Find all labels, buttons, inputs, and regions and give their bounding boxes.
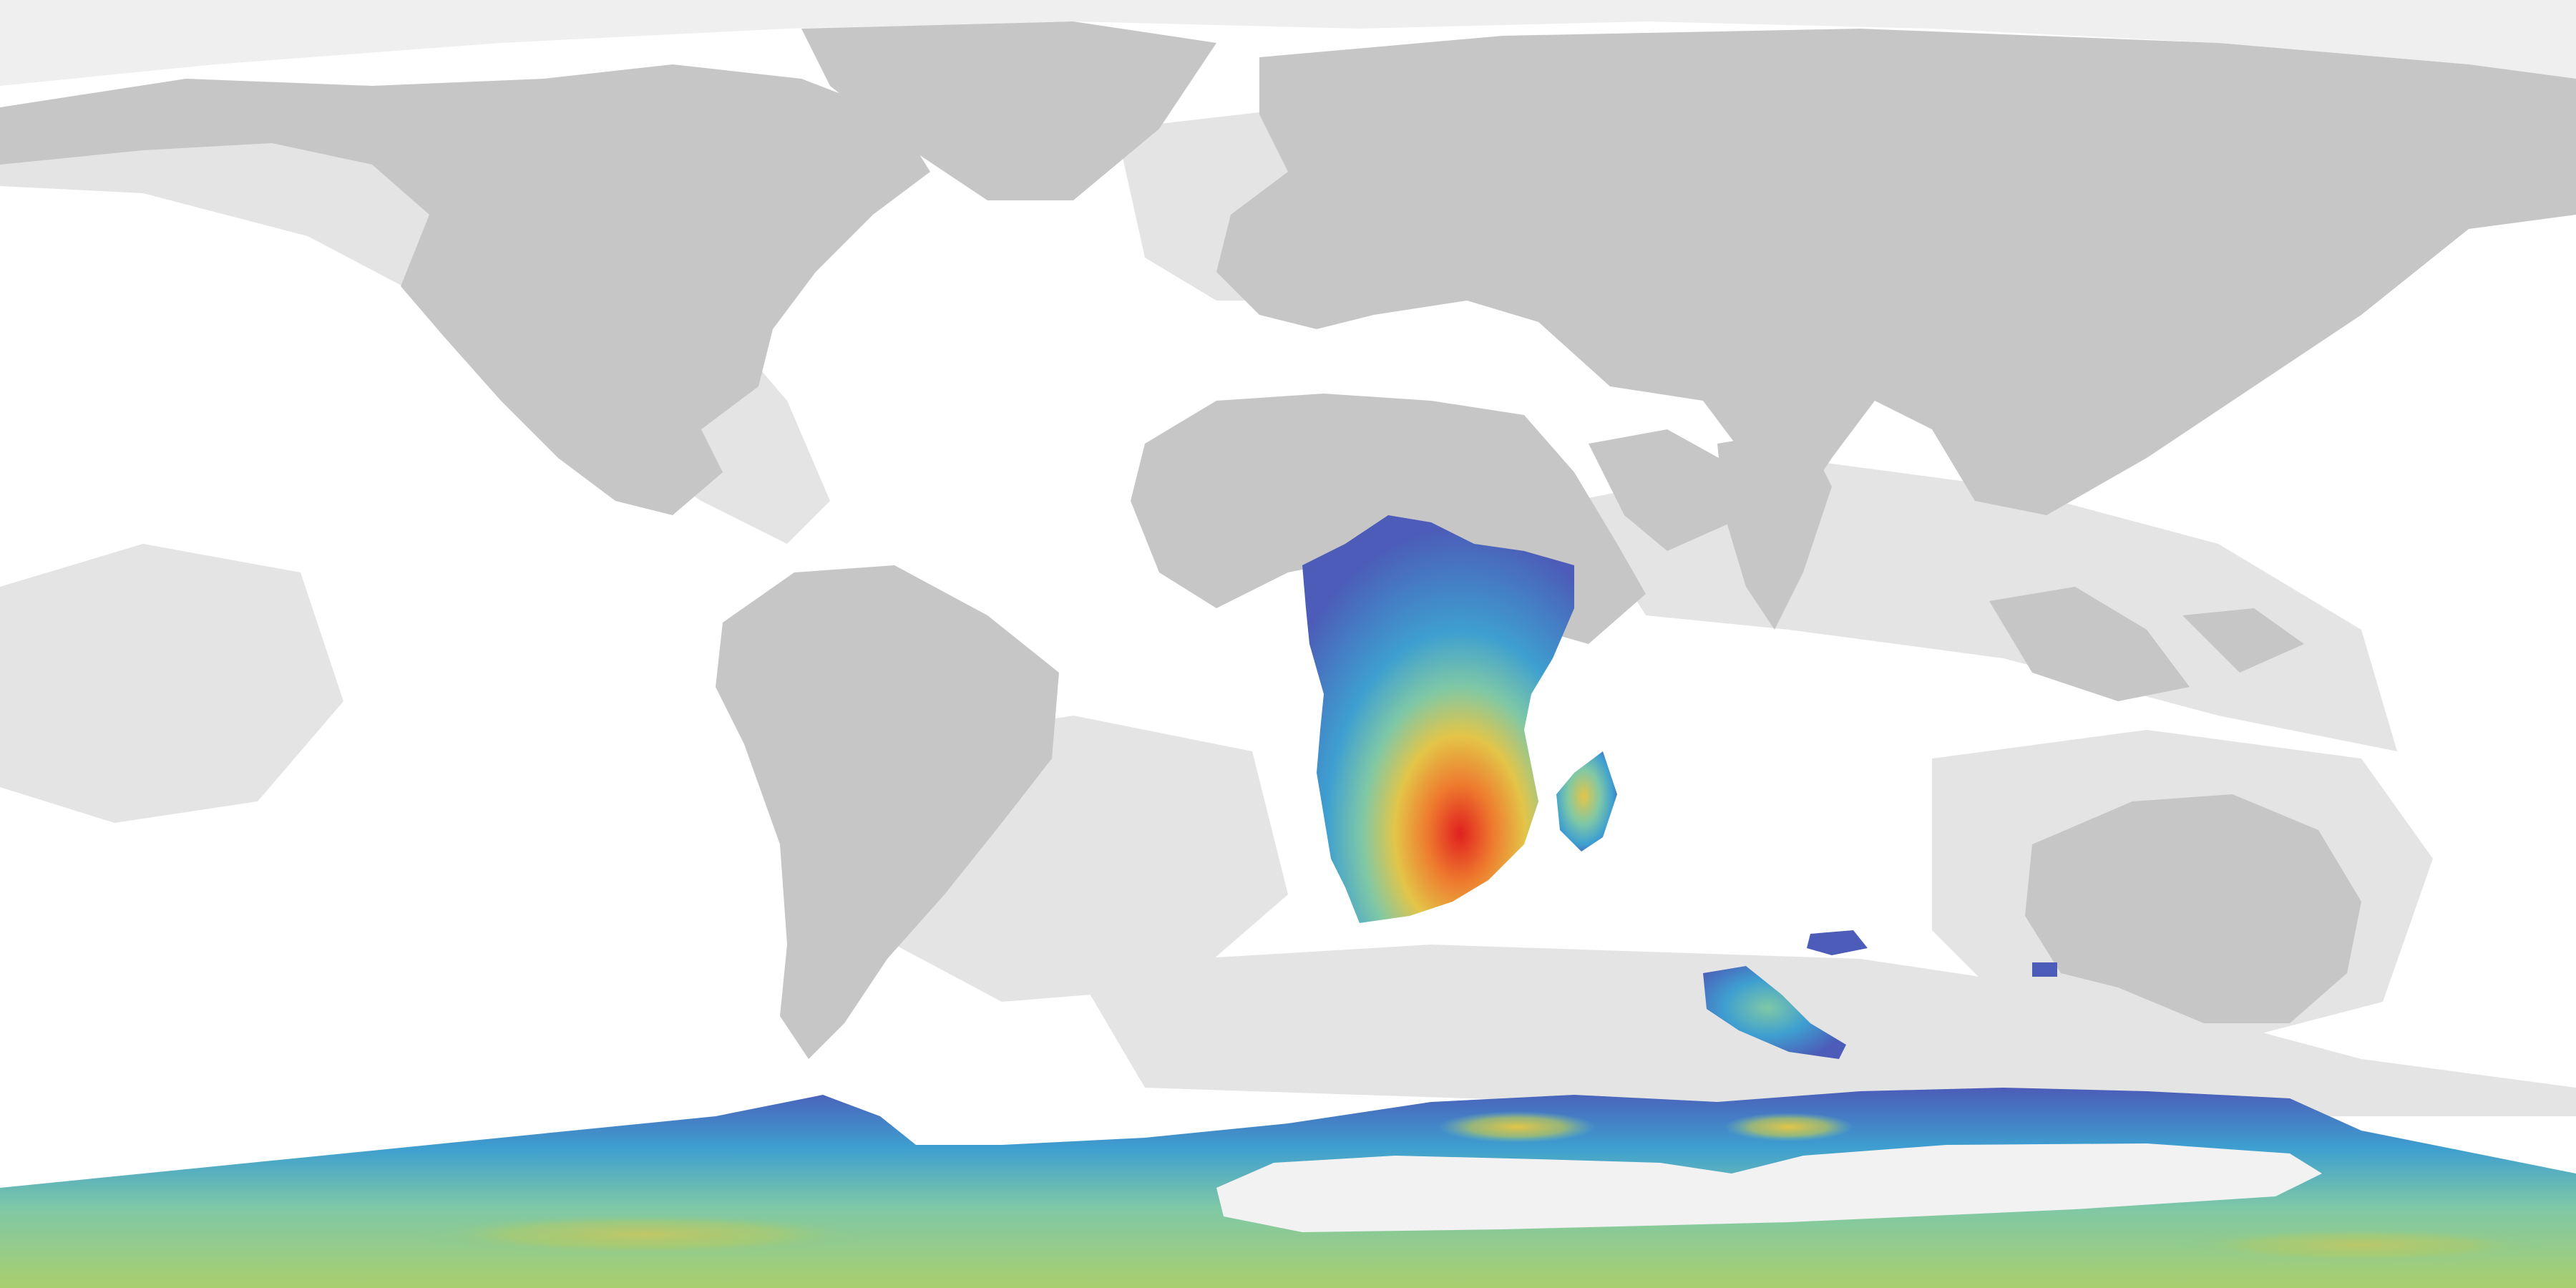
hotspot-southern-africa <box>1302 515 1574 923</box>
land-layer <box>0 21 2576 1059</box>
landmass-eurasia <box>1216 29 2576 544</box>
arctic-ice <box>0 0 2576 86</box>
shelf-pacific-patches <box>0 544 343 823</box>
shelf-southern-ocean <box>1073 945 2576 1116</box>
landmass-southeast-asia-islands <box>1989 587 2304 701</box>
hotspot-band-warm-c <box>415 1213 873 1256</box>
hotspot-band-warm-d <box>2175 1227 2547 1263</box>
hotspot-band-warm-a <box>1438 1111 1596 1143</box>
hotspot-southern-ocean-island-a <box>1703 966 1846 1059</box>
density-overlay <box>0 515 2576 1288</box>
hotspot-band-warm-b <box>1724 1113 1853 1141</box>
hotspot-australia-speck <box>2032 962 2057 977</box>
antarctic-sea-ice-mask <box>1216 1143 2322 1232</box>
landmass-indian-subcontinent <box>1717 429 1832 630</box>
hotspot-madagascar <box>1556 751 1617 852</box>
landmass-arabia <box>1589 429 1732 551</box>
hotspot-southern-ocean-island-b <box>1807 930 1868 955</box>
landmass-north-america <box>0 64 930 515</box>
landmass-greenland <box>801 21 1216 200</box>
landmass-south-america <box>716 565 1059 1059</box>
landmass-australia <box>2025 794 2361 1023</box>
